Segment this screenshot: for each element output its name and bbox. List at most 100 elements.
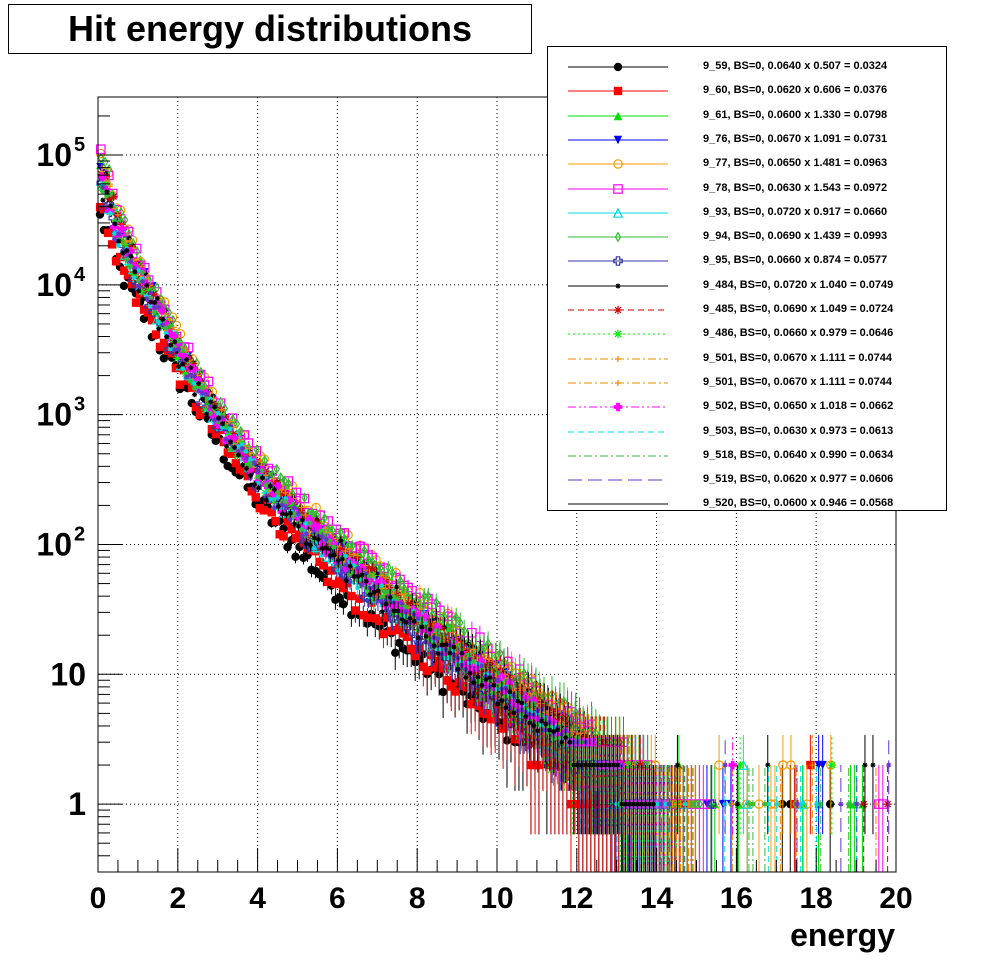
data-point [237,425,244,437]
data-point [165,329,175,338]
data-point [100,188,106,194]
data-point [159,338,169,348]
data-point [809,762,816,768]
data-point [199,393,205,399]
data-point [143,308,153,317]
data-point [167,322,173,328]
data-point [159,354,169,363]
data-point [302,512,309,519]
data-point [167,346,173,352]
data-point [295,530,304,539]
data-point [298,504,305,511]
data-point [247,487,256,496]
data-point [129,261,139,271]
data-point [453,612,460,623]
data-point [207,424,217,434]
data-point [331,544,337,550]
data-point [484,658,493,667]
data-point [130,243,136,249]
data-point [218,406,225,413]
chart-title-box: Hit energy distributions [8,4,532,54]
data-point [395,622,404,631]
data-point [415,643,424,652]
data-point [231,458,241,468]
data-point [309,507,316,519]
data-point [174,349,180,355]
data-point [237,438,246,447]
data-point [147,295,153,301]
data-point [161,319,171,329]
data-point [443,676,452,685]
data-point [253,444,260,455]
data-point [402,590,409,597]
data-point [414,601,421,607]
data-point [275,494,281,500]
data-point [213,420,223,429]
data-point [282,489,289,496]
data-point [119,281,129,291]
data-point [285,496,294,505]
data-point [102,185,111,194]
data-point [177,350,187,360]
data-point [173,354,182,363]
data-point [494,704,504,713]
data-point [341,533,348,545]
data-point [490,713,500,722]
data-point [167,349,177,358]
data-point [191,385,197,391]
data-point [255,480,261,486]
data-point [379,583,385,589]
data-point [241,459,250,468]
data-point [229,429,238,438]
data-point [235,444,241,450]
data-point [301,492,308,503]
data-point [187,383,197,392]
data-point [270,475,277,482]
data-point [374,571,380,577]
data-point [345,540,352,552]
data-point [245,456,254,466]
data-point [199,385,205,391]
data-point [502,718,512,727]
data-point [696,798,703,810]
data-point [109,192,118,201]
data-point [247,463,253,469]
data-point [215,419,221,425]
data-point [251,493,260,502]
data-point [179,365,185,371]
data-point [151,309,157,315]
data-point [259,506,268,515]
data-point [494,662,501,669]
data-point [379,594,385,600]
data-point [243,448,249,454]
data-point [267,496,273,502]
data-point [303,520,309,526]
data-layer [95,144,892,872]
data-point [277,507,286,517]
data-point [283,499,289,505]
data-point [480,642,488,654]
data-point [147,303,153,309]
chart-title: Hit energy distributions [67,8,473,49]
data-point [219,455,228,464]
data-point [500,676,509,686]
data-point [119,239,126,245]
data-point [135,267,141,273]
data-point [322,525,329,532]
data-point [357,563,366,573]
data-point [482,709,492,719]
data-point [98,172,107,181]
data-point [774,801,780,807]
data-point [287,525,296,534]
data-point [391,594,397,600]
data-point [283,495,289,501]
data-point [434,616,440,622]
data-point [818,760,827,770]
data-point [135,278,141,284]
data-point [525,687,531,693]
data-point [169,314,177,326]
data-point [111,230,117,236]
data-point [636,760,645,770]
data-point [367,573,373,579]
data-point [814,801,820,807]
